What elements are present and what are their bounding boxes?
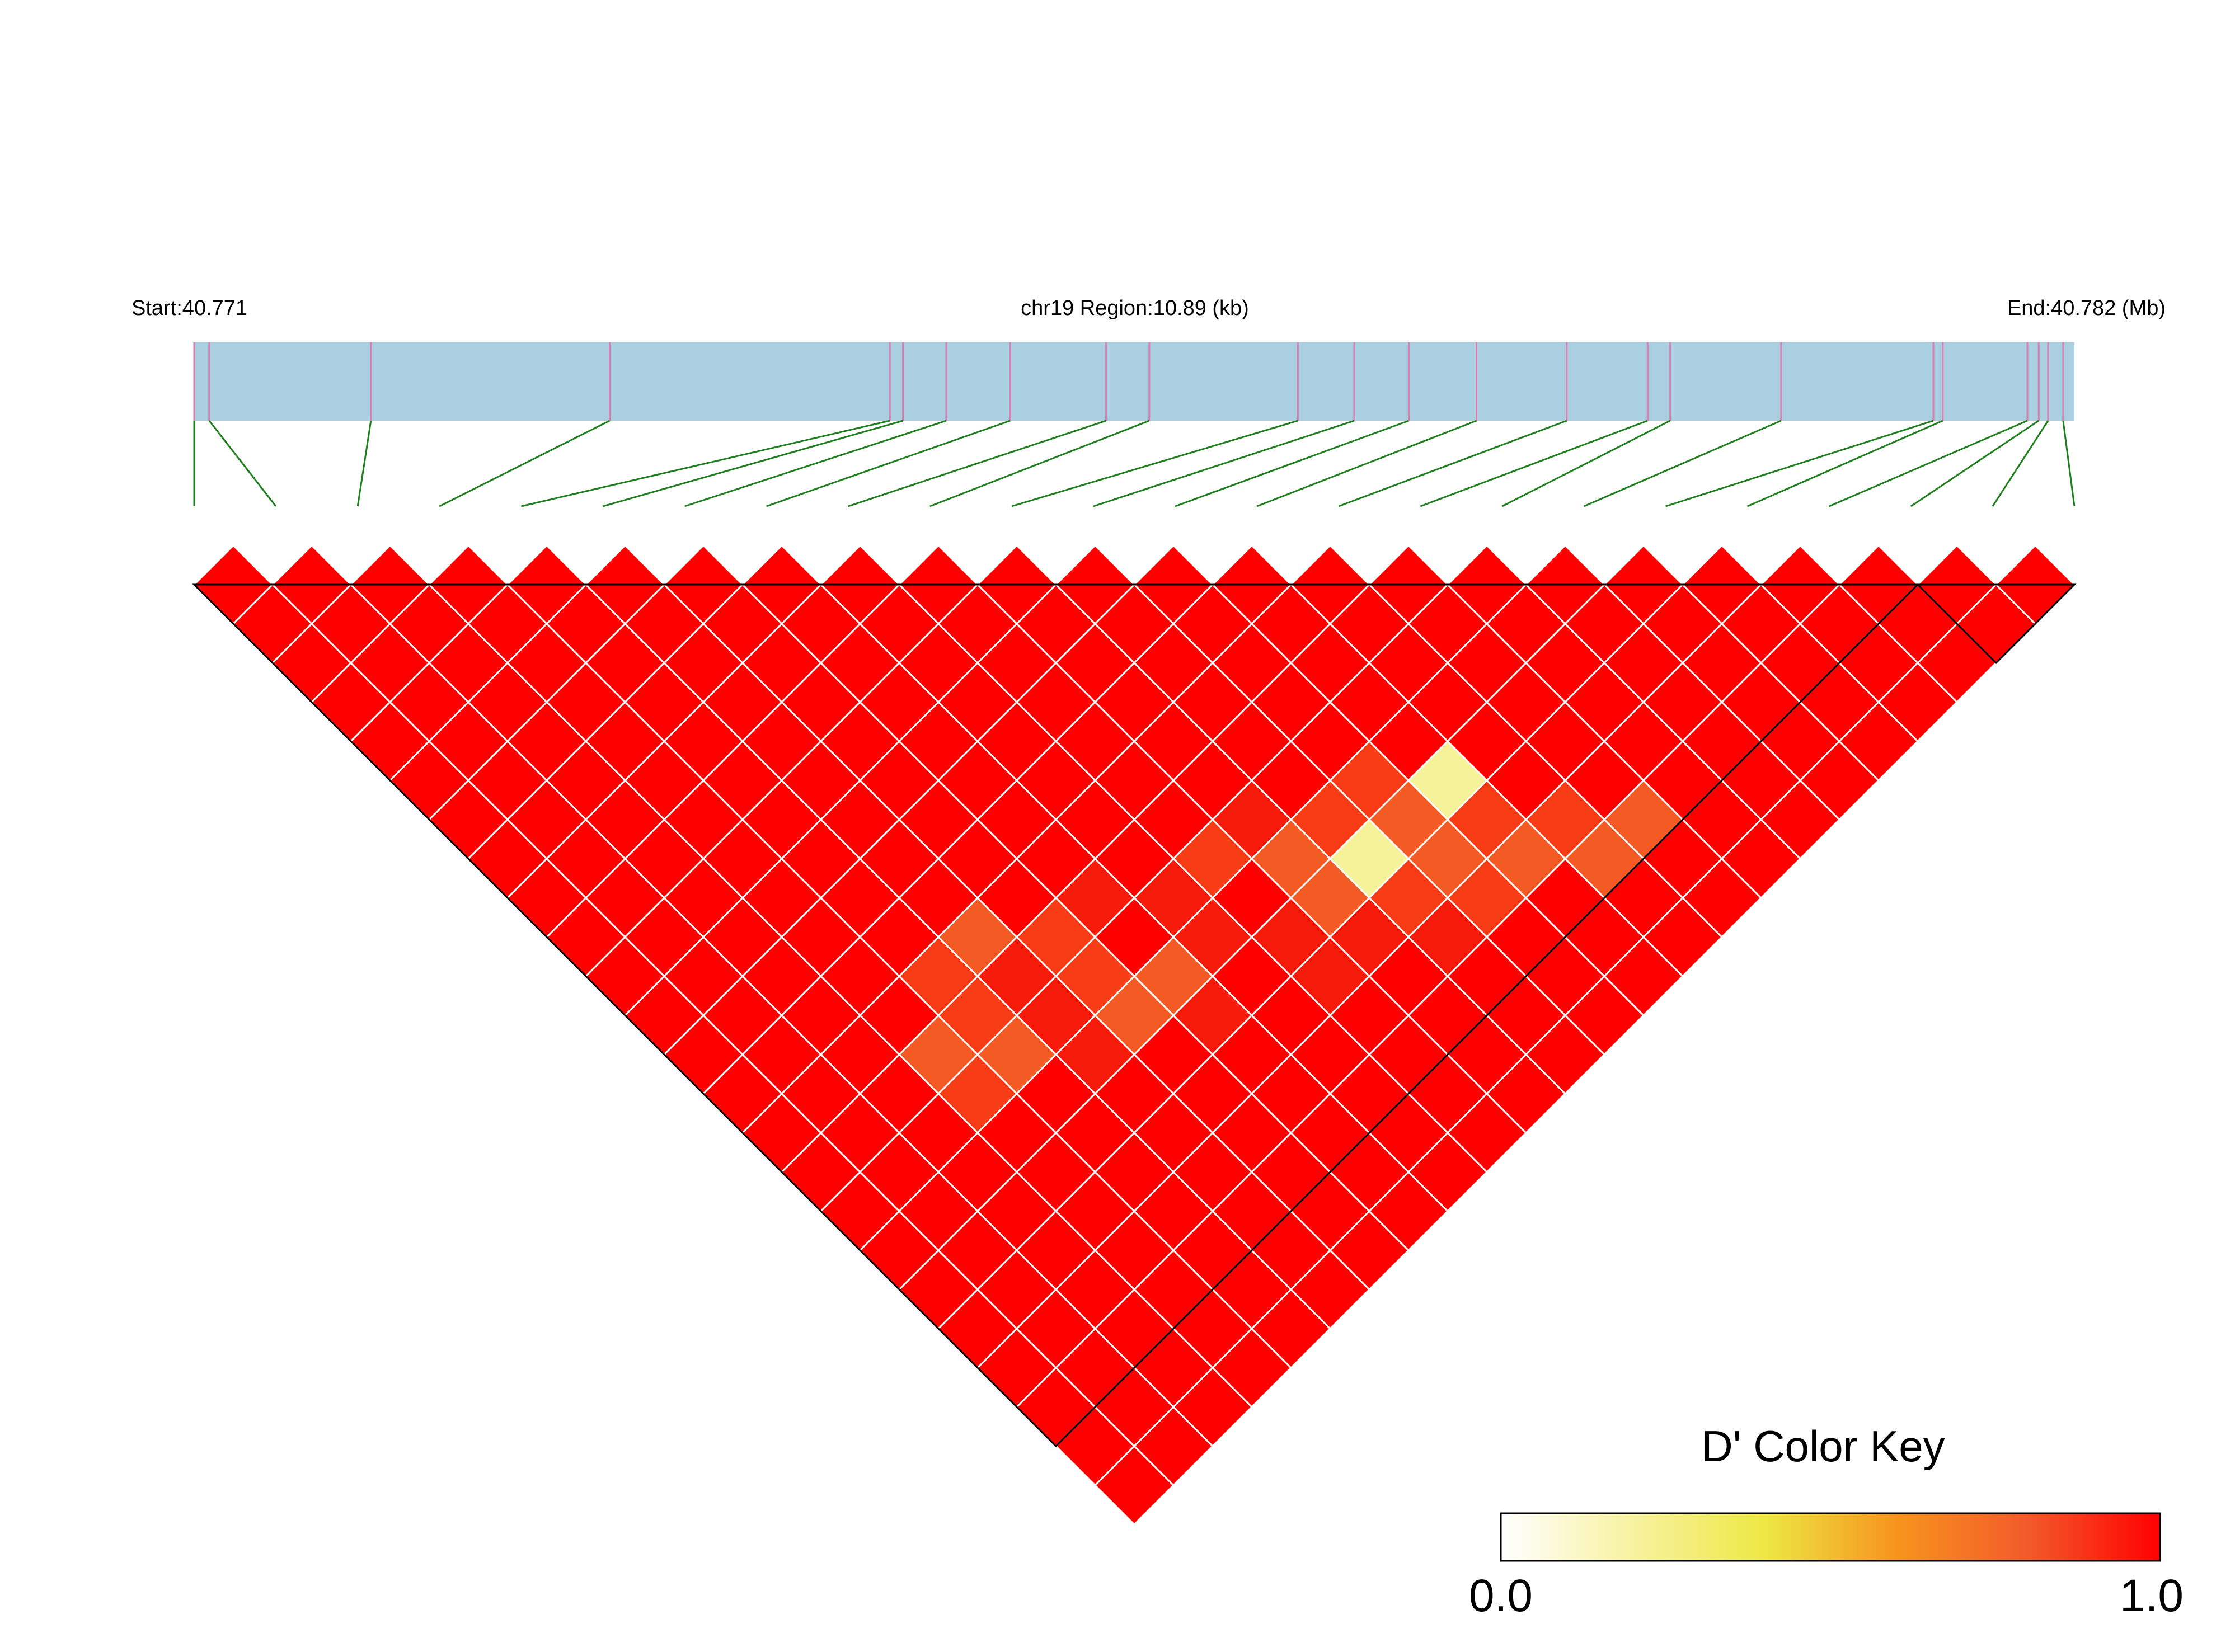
snp-connector-lines bbox=[193, 420, 2076, 507]
snp-connector-line bbox=[208, 420, 277, 507]
snp-connector-line bbox=[1501, 420, 1671, 507]
region-end-label: End:40.782 (Mb) bbox=[2007, 296, 2166, 320]
snp-connector-line bbox=[684, 420, 947, 507]
snp-connector-line bbox=[1256, 420, 1477, 507]
snp-connector-line bbox=[1992, 420, 2049, 507]
color-key-title: D' Color Key bbox=[1701, 1422, 1945, 1471]
snp-connector-line bbox=[521, 420, 890, 507]
snp-connector-line bbox=[1665, 420, 1934, 507]
snp-connector-line bbox=[1910, 420, 2039, 507]
snp-connector-line bbox=[603, 420, 904, 507]
snp-connector-line bbox=[766, 420, 1011, 507]
ld-block-outlines bbox=[192, 583, 2077, 1448]
snp-connector-line bbox=[1583, 420, 1782, 507]
snp-connector-line bbox=[1338, 420, 1567, 507]
snp-connector-line bbox=[1829, 420, 2028, 507]
snp-connector-line bbox=[1175, 420, 1410, 507]
snp-connector-line bbox=[1747, 420, 1943, 507]
ld-block-outline bbox=[192, 583, 1920, 1448]
ld-heatmap bbox=[192, 544, 2076, 1526]
color-key-min-label: 0.0 bbox=[1469, 1570, 1533, 1621]
region-title: chr19 Region:10.89 (kb) bbox=[1021, 296, 1249, 320]
region-start-label: Start:40.771 bbox=[132, 296, 247, 320]
snp-connector-line bbox=[439, 420, 611, 507]
snp-connector-line bbox=[848, 420, 1107, 507]
ld-block-outline bbox=[1915, 583, 2077, 665]
color-key-bar bbox=[1500, 1512, 2161, 1562]
snp-connector-line bbox=[2062, 420, 2076, 507]
snp-tick-marks bbox=[193, 342, 2064, 421]
snp-connector-line bbox=[1420, 420, 1648, 507]
snp-connector-line bbox=[356, 420, 372, 507]
snp-connector-line bbox=[1093, 420, 1355, 507]
snp-connector-line bbox=[929, 420, 1150, 507]
snp-connector-line bbox=[1011, 420, 1298, 507]
color-key-max-label: 1.0 bbox=[2120, 1570, 2184, 1621]
gene-region-bar bbox=[194, 342, 2074, 421]
